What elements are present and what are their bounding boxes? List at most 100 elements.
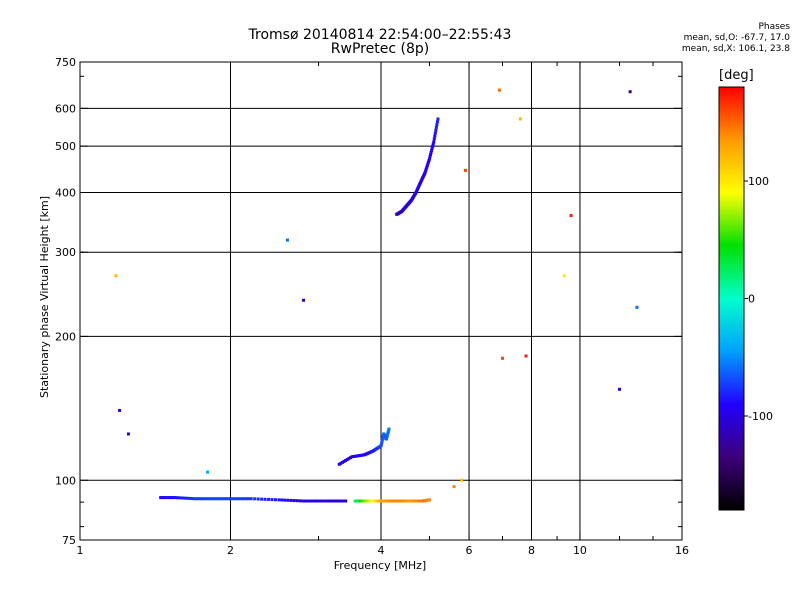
echo-point (324, 499, 328, 503)
echo-point (239, 497, 243, 501)
echo-point (118, 408, 122, 412)
echo-point (524, 354, 528, 358)
echo-point (162, 496, 166, 500)
echo-point (176, 496, 180, 500)
echo-point (434, 128, 438, 132)
echo-point (196, 497, 200, 501)
echo-point (183, 496, 187, 500)
echo-point (339, 499, 343, 503)
echo-point (562, 274, 566, 278)
echo-point (292, 499, 296, 503)
echo-point (280, 498, 284, 502)
echo-point (191, 497, 195, 501)
echo-point (353, 454, 357, 458)
echo-point (173, 496, 177, 500)
echo-point (334, 499, 338, 503)
echo-point (423, 171, 427, 175)
echo-point (433, 134, 437, 138)
echo-point (337, 462, 341, 466)
echo-point (302, 499, 306, 503)
echo-point (202, 497, 206, 501)
echo-point (209, 497, 213, 501)
echo-point (356, 454, 360, 458)
echo-point (222, 497, 226, 501)
echo-point (348, 456, 352, 460)
echo-point (249, 497, 253, 501)
phases-stats-x: mean, sd,X: 106.1, 23.8 (681, 44, 790, 54)
echo-point (159, 496, 163, 500)
echo-point (170, 496, 174, 500)
echo-point (352, 455, 356, 459)
echo-point (345, 458, 349, 462)
echo-point (342, 459, 346, 463)
colorbar-tick-label: 0 (748, 293, 755, 306)
x-tick-label: 4 (378, 544, 385, 557)
echo-point (273, 498, 277, 502)
echo-point (178, 496, 182, 500)
echo-point (431, 144, 435, 148)
echo-point (429, 153, 433, 157)
echo-point (359, 453, 363, 457)
y-tick-label: 300 (55, 246, 76, 259)
echo-point (256, 497, 260, 501)
echo-point (425, 165, 429, 169)
echo-point (212, 497, 216, 501)
echo-point (270, 498, 274, 502)
y-tick-label: 500 (55, 140, 76, 153)
y-tick-label: 400 (55, 186, 76, 199)
echo-point (216, 497, 220, 501)
echo-point (321, 499, 325, 503)
echo-point (277, 498, 281, 502)
echo-point (313, 499, 317, 503)
echo-point (207, 497, 211, 501)
echo-point (304, 499, 308, 503)
echo-point (205, 497, 209, 501)
echo-point (339, 461, 343, 465)
echo-point (295, 499, 299, 503)
echo-point (224, 497, 228, 501)
echo-point (326, 499, 330, 503)
echo-point (463, 168, 467, 172)
echo-point (432, 140, 436, 144)
echo-point (168, 496, 172, 500)
echo-point (387, 427, 391, 431)
echo-point (236, 497, 240, 501)
echo-point (460, 478, 464, 482)
y-tick-label: 100 (55, 474, 76, 487)
echo-point (241, 497, 245, 501)
x-axis-label: Frequency [MHz] (333, 559, 427, 572)
colorbar-unit: [deg] (719, 68, 754, 83)
x-tick-label: 10 (573, 544, 587, 557)
echo-point (436, 117, 440, 121)
echo-point (218, 497, 222, 501)
colorbar (718, 86, 745, 511)
echo-point (355, 454, 359, 458)
echo-point (427, 157, 431, 161)
echo-point (341, 499, 345, 503)
echo-point (379, 442, 383, 446)
echo-point (289, 498, 293, 502)
echo-point (166, 496, 170, 500)
y-tick-label: 200 (55, 330, 76, 343)
echo-point (429, 150, 433, 154)
colorbar-tick-label: 100 (748, 175, 769, 188)
echo-point (188, 496, 192, 500)
x-tick-label: 6 (466, 544, 473, 557)
phases-stats-o: mean, sd,O: -67.7, 17.0 (683, 33, 790, 43)
echo-point (226, 497, 230, 501)
echo-point (435, 123, 439, 127)
echo-point (302, 298, 306, 302)
echo-point (336, 499, 340, 503)
x-tick-label: 1 (77, 544, 84, 557)
echo-point (247, 497, 251, 501)
echo-point (186, 496, 190, 500)
echo-point (329, 499, 333, 503)
echo-point (628, 90, 632, 94)
echo-point (285, 238, 289, 242)
echo-point (231, 497, 235, 501)
echo-point (427, 498, 431, 502)
echo-point (193, 497, 197, 501)
echo-point (361, 453, 365, 457)
echo-point (428, 155, 432, 159)
echo-point (171, 496, 175, 500)
